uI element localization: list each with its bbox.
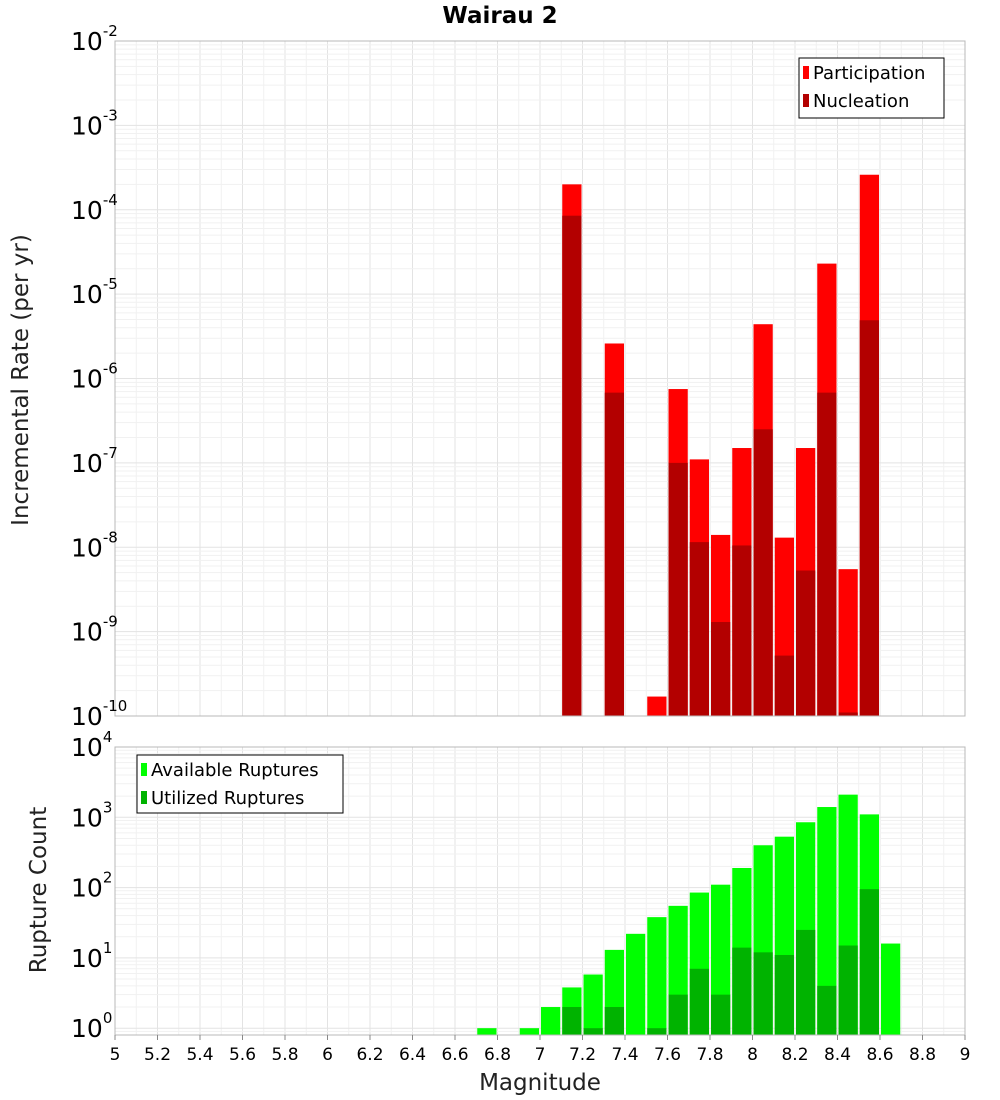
chart-title: Wairau 2 [442,3,557,29]
rate-y-axis-label: Incremental Rate (per yr) [8,234,34,526]
x-tick-label: 8 [747,1045,758,1065]
legend-box [798,57,945,119]
x-tick-label: 7.2 [569,1045,596,1065]
x-tick-label: 8.6 [866,1045,893,1065]
bar [647,917,667,1035]
y-tick-label: 10-10 [71,697,127,731]
legend: Available Ruptures Utilized Ruptures [136,754,344,814]
bar [562,1007,582,1035]
bar [796,929,816,1035]
x-tick-label: 5 [110,1045,121,1065]
series-nucleation [562,215,879,717]
legend-swatch [803,66,809,79]
bar [796,570,816,716]
y-tick-label: 100 [71,1009,112,1043]
x-tick-label: 7 [535,1045,546,1065]
bar [541,1007,561,1035]
y-tick-label: 102 [71,869,112,903]
bar [817,807,837,1035]
legend-label: Nucleation [813,91,909,112]
bar [817,392,837,716]
bar [838,945,858,1035]
bar [711,994,731,1035]
bar [838,712,858,716]
legend: Participation Nucleation [798,57,945,119]
bar [604,392,624,716]
x-tick-label: 5.8 [271,1045,298,1065]
bar [859,320,879,716]
bar [732,545,752,716]
legend-label: Utilized Ruptures [151,788,304,809]
legend-box [136,754,344,814]
bar [668,994,688,1035]
bar [668,462,688,716]
x-tick-label: 6.2 [356,1045,383,1065]
bar [838,569,858,716]
bar [647,1028,667,1035]
rate-plot: 10-10 10-9 10-8 10-7 10-6 10-5 10-4 10-3 10-2 Par… [71,22,966,731]
x-tick-labels: 5 5.2 5.4 5.6 5.8 6 6.2 6.4 6.6 6.8 7 7.2 7.4 7.6 7.8 8… [110,1035,971,1065]
x-tick-label: 8.4 [824,1045,851,1065]
bar [477,1028,497,1035]
bars [562,174,879,717]
count-y-axis-label: Rupture Count [26,807,52,973]
bar [732,947,752,1035]
bar [647,696,667,716]
x-axis-label: Magnitude [479,1070,601,1096]
bar [689,542,709,716]
bar [753,429,773,716]
x-tick-label: 6.8 [484,1045,511,1065]
x-tick-label: 7.4 [611,1045,638,1065]
x-tick-label: 6 [322,1045,333,1065]
bar [562,215,582,717]
bar [689,968,709,1035]
bar [604,1007,624,1035]
y-tick-label: 10-4 [71,191,118,225]
y-tick-label: 104 [71,728,112,762]
bar [817,985,837,1035]
legend-swatch [803,94,809,107]
y-tick-label: 10-5 [71,275,118,309]
bar [774,655,794,716]
count-plot: 100 101 102 103 104 5 5.2 5.4 5.6 5.8 6 6.2 6.4 6.6 6.… [71,728,970,1065]
y-tick-label: 101 [71,939,112,973]
bar [859,889,879,1035]
x-tick-label: 6.4 [399,1045,426,1065]
bar [711,622,731,716]
legend-label: Participation [813,63,925,84]
y-tick-label: 10-8 [71,528,118,562]
legend-swatch [141,791,147,804]
y-tick-label: 103 [71,798,112,832]
y-tick-label: 10-6 [71,360,118,394]
y-tick-label: 10-9 [71,613,118,647]
x-tick-label: 8.8 [909,1045,936,1065]
bars [477,794,901,1035]
x-tick-label: 7.6 [654,1045,681,1065]
x-tick-label: 5.4 [186,1045,213,1065]
x-tick-label: 5.6 [229,1045,256,1065]
y-tick-label: 10-2 [71,22,118,56]
y-tick-labels: 100 101 102 103 104 [71,728,112,1043]
bar [626,933,646,1035]
series-utilized-ruptures [562,889,879,1035]
plot-border [114,40,966,717]
bar [753,952,773,1035]
bar [774,954,794,1035]
x-tick-label: 5.2 [144,1045,171,1065]
bar [583,974,603,1035]
bar [583,1028,603,1035]
x-tick-label: 9 [960,1045,971,1065]
legend-label: Available Ruptures [151,760,319,781]
grid-lines [114,40,966,717]
x-tick-label: 8.2 [781,1045,808,1065]
bar [881,943,901,1035]
x-tick-label: 6.6 [441,1045,468,1065]
bar [519,1028,539,1035]
x-tick-label: 7.8 [696,1045,723,1065]
y-tick-label: 10-3 [71,106,118,140]
y-tick-label: 10-7 [71,444,118,478]
legend-swatch [141,763,147,776]
